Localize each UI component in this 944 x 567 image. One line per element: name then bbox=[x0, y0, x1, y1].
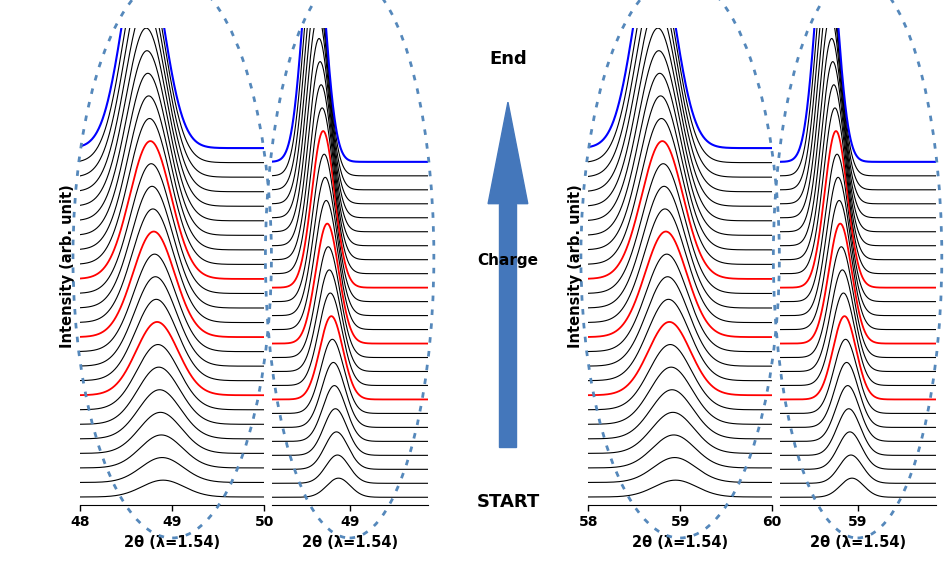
Polygon shape bbox=[487, 102, 528, 204]
Y-axis label: Intensity (arb. unit): Intensity (arb. unit) bbox=[59, 185, 75, 348]
X-axis label: 2θ (λ=1.54): 2θ (λ=1.54) bbox=[632, 535, 728, 549]
Text: Charge: Charge bbox=[477, 253, 538, 268]
Text: End: End bbox=[489, 50, 526, 68]
Polygon shape bbox=[498, 204, 515, 447]
Y-axis label: Intensity (arb. unit): Intensity (arb. unit) bbox=[567, 185, 582, 348]
X-axis label: 2θ (λ=1.54): 2θ (λ=1.54) bbox=[301, 535, 397, 549]
X-axis label: 2θ (λ=1.54): 2θ (λ=1.54) bbox=[124, 535, 220, 549]
X-axis label: 2θ (λ=1.54): 2θ (λ=1.54) bbox=[809, 535, 904, 549]
Text: START: START bbox=[476, 493, 539, 511]
